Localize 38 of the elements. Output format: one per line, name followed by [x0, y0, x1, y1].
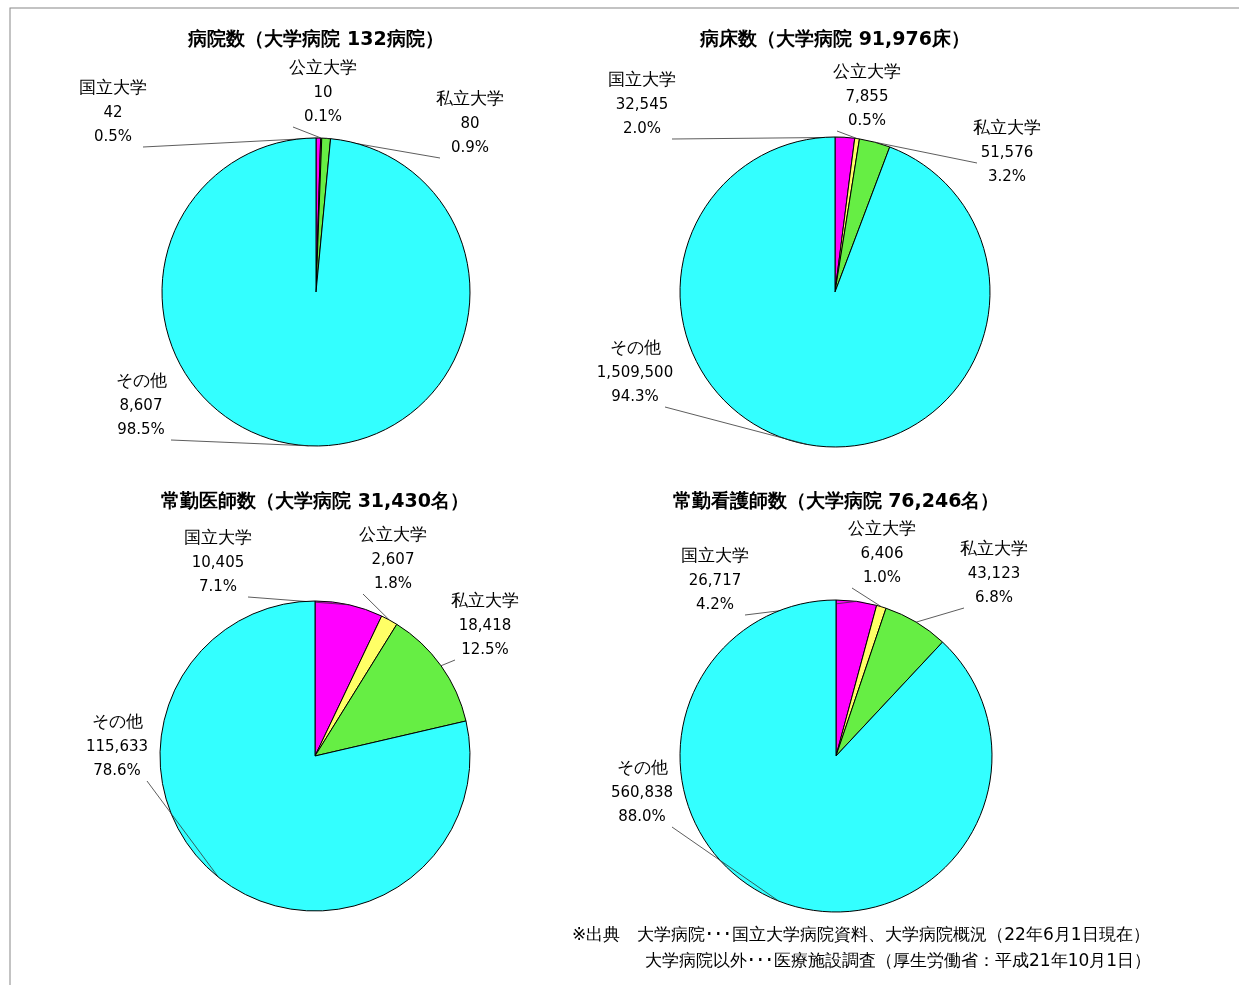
slice-label: 公立大学 — [359, 524, 427, 544]
data-label: 560,838 88.0% — [610, 783, 674, 825]
data-label: 42 0.5% — [93, 103, 133, 145]
data-label: 80 0.9% — [450, 114, 490, 156]
data-label: 26,717 4.2% — [688, 571, 742, 613]
slice-label: その他 — [616, 757, 668, 777]
slice-label: 公立大学 — [848, 518, 916, 538]
data-label: 43,123 6.8% — [967, 564, 1021, 606]
data-label: 10 0.1% — [303, 83, 343, 125]
text: 大学病院以外･･･医療施設調査（厚生労働省：平成21年10月1日） — [645, 950, 1152, 970]
data-label: 10,405 7.1% — [191, 553, 245, 595]
chart-title: 常勤医師数（大学病院 31,430名） — [161, 489, 469, 511]
slice-label: 私立大学 — [960, 538, 1028, 558]
data-label: 8,607 98.5% — [117, 396, 165, 438]
slice-label: 公立大学 — [833, 61, 901, 81]
data-label: 7,855 0.5% — [845, 87, 889, 129]
data-label: 6,406 1.0% — [860, 544, 904, 586]
data-label: 51,576 3.2% — [980, 143, 1034, 185]
data-label: 1,509,500 94.3% — [596, 363, 674, 405]
slice-label: 国立大学 — [608, 69, 676, 89]
chart-title: 病床数（大学病院 91,976床） — [699, 27, 970, 49]
data-label: 2,607 1.8% — [371, 550, 415, 592]
slice-label: その他 — [91, 711, 143, 731]
data-label: 18,418 12.5% — [458, 616, 512, 658]
slice-label: その他 — [115, 370, 167, 390]
slice-label: 公立大学 — [289, 57, 357, 77]
slice-label: 国立大学 — [681, 545, 749, 565]
slice-label: 国立大学 — [79, 77, 147, 97]
data-label: 32,545 2.0% — [615, 95, 669, 137]
data-label: 115,633 78.6% — [85, 737, 149, 779]
slice-label: 私立大学 — [973, 117, 1041, 137]
slice-label: 私立大学 — [436, 88, 504, 108]
slice-label: 私立大学 — [451, 590, 519, 610]
chart-title: 常勤看護師数（大学病院 76,246名） — [672, 489, 1000, 511]
slice-label: その他 — [609, 337, 661, 357]
slice-label: 国立大学 — [184, 527, 252, 547]
text: ※出典 大学病院･･･国立大学病院資料、大学病院概況（22年6月1日現在） — [572, 924, 1150, 944]
chart-title: 病院数（大学病院 132病院） — [187, 27, 444, 49]
